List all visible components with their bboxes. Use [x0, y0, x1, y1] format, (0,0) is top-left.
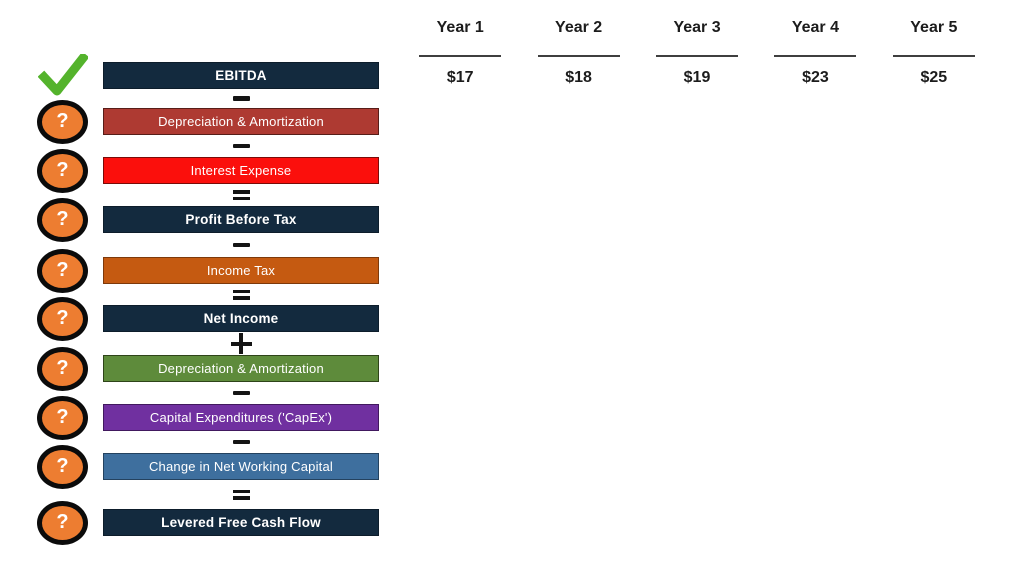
plus-operator [103, 332, 379, 355]
year-header: Year 4 [791, 19, 839, 36]
question-mark: ? [56, 454, 69, 477]
year-column-4: Year 4 $23 [756, 0, 874, 110]
question-icon[interactable]: ? [37, 500, 88, 545]
flow-bar-label: Levered Free Cash Flow [161, 515, 321, 530]
question-icon[interactable]: ? [37, 444, 88, 489]
minus-operator [103, 233, 379, 257]
flow-bar-interest-expense: Interest Expense [103, 157, 379, 184]
question-mark: ? [56, 158, 69, 181]
year-header: Year 3 [673, 19, 721, 36]
flow-bar-label: Interest Expense [190, 163, 292, 178]
year-underline [892, 55, 975, 57]
year-underline [656, 55, 739, 57]
flow-bar-depreciation-amortization: Depreciation & Amortization [103, 355, 379, 382]
year-header: Year 2 [555, 19, 603, 36]
question-icon[interactable]: ? [37, 296, 88, 341]
question-icon[interactable]: ? [37, 197, 88, 242]
minus-operator [103, 431, 379, 453]
flow-bar-label: Net Income [203, 311, 279, 326]
year-column-2: Year 2 $18 [519, 0, 637, 110]
year-column-5: Year 5 $25 [875, 0, 993, 110]
question-icon[interactable]: ? [37, 346, 88, 391]
minus-operator [103, 382, 379, 404]
question-icon[interactable]: ? [37, 99, 88, 144]
question-mark: ? [56, 306, 69, 329]
question-mark: ? [56, 510, 69, 533]
year-column-1: Year 1 $17 [401, 0, 519, 110]
flow-bar-depreciation-amortization: Depreciation & Amortization [103, 108, 379, 135]
flow-bar-label: Income Tax [206, 263, 276, 278]
ebitda-value: $18 [565, 69, 592, 86]
year-underline [537, 55, 620, 57]
question-mark: ? [56, 207, 69, 230]
flow-bar-ebitda: EBITDA [103, 62, 379, 89]
question-icon[interactable]: ? [37, 395, 88, 440]
question-mark: ? [56, 405, 69, 428]
minus-operator [103, 89, 379, 108]
flow-bar-label: Change in Net Working Capital [148, 459, 334, 474]
flow-bar-net-income: Net Income [103, 305, 379, 332]
year-column-3: Year 3 $19 [638, 0, 756, 110]
question-mark: ? [56, 356, 69, 379]
year-header: Year 5 [910, 19, 958, 36]
question-mark: ? [56, 258, 69, 281]
flow-bar-label: Capital Expenditures ('CapEx') [149, 410, 333, 425]
ebitda-value: $25 [920, 69, 948, 86]
ebitda-value: $17 [446, 69, 474, 86]
flow-bar-levered-free-cash-flow: Levered Free Cash Flow [103, 509, 379, 536]
flow-bar-label: Depreciation & Amortization [158, 114, 324, 129]
ebitda-value: $23 [802, 69, 829, 86]
question-mark: ? [56, 109, 69, 132]
flow-bar-income-tax: Income Tax [103, 257, 379, 284]
minus-operator [103, 135, 379, 157]
year-header: Year 1 [436, 19, 484, 36]
flow-bar-label: Profit Before Tax [185, 212, 297, 227]
year-underline [774, 55, 857, 57]
flow-bar-profit-before-tax: Profit Before Tax [103, 206, 379, 233]
check-icon[interactable] [37, 51, 90, 98]
equals-operator [103, 480, 379, 509]
year-underline [419, 55, 502, 57]
equals-operator [103, 184, 379, 206]
question-icon[interactable]: ? [37, 148, 88, 193]
ebitda-value: $19 [683, 69, 711, 86]
question-icon[interactable]: ? [37, 248, 88, 293]
flow-bar-label: Depreciation & Amortization [158, 361, 324, 376]
flow-bar-label: EBITDA [215, 68, 267, 83]
equals-operator [103, 284, 379, 305]
flow-bar-capital-expenditures-capex: Capital Expenditures ('CapEx') [103, 404, 379, 431]
flow-bar-change-in-net-working-capital: Change in Net Working Capital [103, 453, 379, 480]
years-table: Year 1 $17 Year 2 $18 Year 3 $19 Year 4 $23 Year… [401, 0, 993, 110]
